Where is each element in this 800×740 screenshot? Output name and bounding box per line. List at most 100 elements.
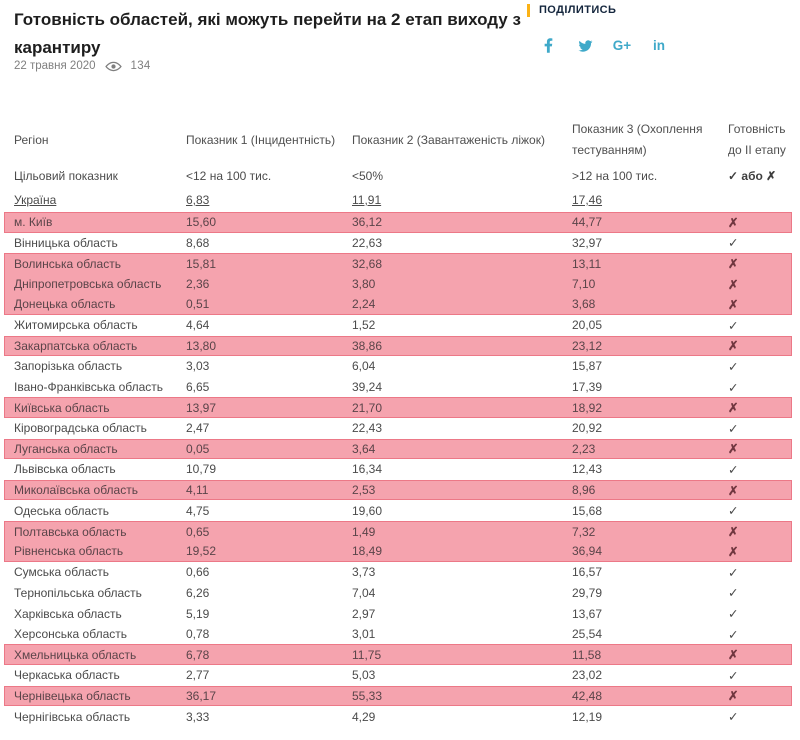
table-row: м. Київ 15,60 36,12 44,77 ✗ (4, 212, 792, 233)
share-label: ПОДІЛИТИСЬ (527, 4, 686, 17)
table-row: Кіровоградська область 2,47 22,43 20,92 … (4, 418, 792, 439)
ready-cell: ✓ (728, 607, 739, 622)
article-date: 22 травня 2020 (14, 60, 96, 72)
indicator2-cell: 4,29 (352, 709, 376, 724)
table-row: Запорізька область 3,03 6,04 15,87 ✓ (4, 356, 792, 377)
col-header-indicator1: Показник 1 (Інцидентність) (186, 132, 336, 147)
indicator1-cell[interactable]: 6,83 (186, 193, 210, 207)
indicator2-cell: 3,73 (352, 565, 376, 580)
table-row: Львівська область 10,79 16,34 12,43 ✓ (4, 459, 792, 480)
table-row: Луганська область 0,05 3,64 2,23 ✗ (4, 438, 792, 460)
region-cell: Кіровоградська область (14, 421, 147, 436)
region-cell: Миколаївська область (14, 483, 138, 498)
table-body: Цільовий показник <12 на 100 тис. <50% >… (4, 164, 792, 727)
indicator1-cell: 6,26 (186, 585, 210, 600)
table-row: Житомирська область 4,64 1,52 20,05 ✓ (4, 315, 792, 336)
region-cell: Донецька область (14, 297, 116, 312)
ready-cell: ✓ (728, 318, 739, 333)
region-cell: Чернігівська область (14, 709, 131, 724)
indicator3-cell: 20,05 (572, 318, 603, 333)
twitter-icon[interactable] (575, 39, 595, 53)
indicator1-cell: 4,75 (186, 503, 210, 518)
ready-cell: ✓ (728, 462, 739, 477)
share-icons: G+ in (538, 38, 686, 53)
region-cell: Сумська область (14, 565, 109, 580)
table-row: Одеська область 4,75 19,60 15,68 ✓ (4, 500, 792, 521)
ready-cell: ✗ (728, 442, 739, 457)
indicator3-cell: >12 на 100 тис. (572, 169, 658, 183)
table-row: Полтавська область 0,65 1,49 7,32 ✗ (4, 520, 792, 542)
indicator1-cell: 15,60 (186, 215, 217, 230)
indicator2-cell: 7,04 (352, 585, 376, 600)
indicator2-cell: 36,12 (352, 215, 383, 230)
indicator2-cell: 21,70 (352, 400, 383, 415)
table-row: Івано-Франківська область 6,65 39,24 17,… (4, 377, 792, 398)
ready-cell: ✓ або ✗ (728, 169, 777, 183)
indicator2-cell: 2,24 (352, 297, 376, 312)
article-meta: 22 травня 2020 134 (14, 60, 151, 72)
indicator1-cell: 0,65 (186, 524, 210, 539)
table-row: Чернівецька область 36,17 55,33 42,48 ✗ (4, 685, 792, 707)
indicator2-cell: 11,75 (352, 647, 382, 662)
indicator2-cell[interactable]: 11,91 (352, 193, 382, 207)
indicator1-cell: 2,77 (186, 668, 210, 683)
table-row: Донецька область 0,51 2,24 3,68 ✗ (4, 294, 792, 315)
indicator2-cell: 1,52 (352, 318, 376, 333)
region-cell: Волинська область (14, 256, 121, 271)
indicator3-cell: 11,58 (572, 647, 602, 662)
indicator3-cell: 25,54 (572, 627, 603, 642)
region-cell: Закарпатська область (14, 338, 138, 353)
linkedin-icon[interactable]: in (653, 38, 665, 53)
indicator3-cell: 36,94 (572, 544, 603, 559)
table-row: Вінницька область 8,68 22,63 32,97 ✓ (4, 233, 792, 254)
regions-table: Регіон Показник 1 (Інцидентність) Показн… (4, 116, 792, 727)
table-row: Хмельницька область 6,78 11,75 11,58 ✗ (4, 644, 792, 666)
indicator3-cell: 42,48 (572, 688, 603, 703)
table-row: Черкаська область 2,77 5,03 23,02 ✓ (4, 665, 792, 686)
indicator1-cell: 13,97 (186, 400, 217, 415)
indicator1-cell: 6,78 (186, 647, 210, 662)
indicator1-cell: 36,17 (186, 688, 217, 703)
indicator2-cell: 5,03 (352, 668, 376, 683)
table-row: Рівненська область 19,52 18,49 36,94 ✗ (4, 541, 792, 563)
region-cell: Тернопільська область (14, 585, 142, 600)
indicator2-cell: 3,01 (352, 627, 376, 642)
indicator3-cell: 3,68 (572, 297, 596, 312)
indicator3-cell: 13,67 (572, 606, 603, 621)
region-cell: Хмельницька область (14, 647, 137, 662)
indicator2-cell: 2,97 (352, 606, 376, 621)
region-cell: Львівська область (14, 462, 116, 477)
indicator3-cell: 15,87 (572, 359, 603, 374)
indicator2-cell: <50% (352, 169, 384, 183)
indicator1-cell: 2,47 (186, 421, 210, 436)
indicator2-cell: 3,64 (352, 441, 376, 456)
ready-cell: ✓ (728, 627, 739, 642)
indicator1-cell: 4,64 (186, 318, 210, 333)
region-cell: Луганська область (14, 441, 118, 456)
indicator2-cell: 19,60 (352, 503, 383, 518)
indicator3-cell: 7,10 (572, 277, 596, 292)
region-cell: м. Київ (14, 215, 53, 230)
region-cell: Житомирська область (14, 318, 138, 333)
indicator1-cell: 6,65 (186, 380, 210, 395)
indicator3-cell[interactable]: 17,46 (572, 193, 603, 207)
indicator2-cell: 2,53 (352, 483, 376, 498)
ready-cell: ✗ (728, 401, 739, 416)
indicator3-cell: 16,57 (572, 565, 603, 580)
indicator1-cell: 8,68 (186, 235, 210, 250)
region-cell: Цільовий показник (14, 169, 118, 183)
indicator2-cell: 1,49 (352, 524, 376, 539)
indicator1-cell: 3,03 (186, 359, 210, 374)
table-row: Чернігівська область 3,33 4,29 12,19 ✓ (4, 706, 792, 727)
facebook-icon[interactable] (538, 38, 558, 53)
indicator3-cell: 12,43 (572, 462, 603, 477)
google-plus-icon[interactable]: G+ (612, 38, 632, 53)
col-header-indicator2: Показник 2 (Завантаженість ліжок) (352, 132, 545, 147)
share-block: ПОДІЛИТИСЬ G+ in (527, 4, 686, 53)
indicator3-cell: 7,32 (572, 524, 596, 539)
table-row: Сумська область 0,66 3,73 16,57 ✓ (4, 562, 792, 583)
region-cell[interactable]: Україна (14, 193, 57, 207)
indicator1-cell: 3,33 (186, 709, 210, 724)
table-row: Дніпропетровська область 2,36 3,80 7,10 … (4, 273, 792, 295)
region-cell: Дніпропетровська область (14, 277, 162, 292)
